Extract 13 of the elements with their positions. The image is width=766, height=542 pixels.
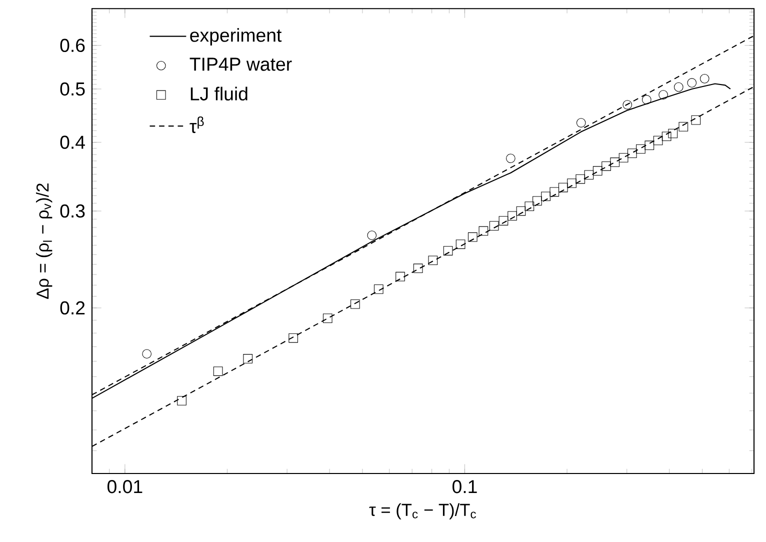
x-tick-label: 0.01 [107,480,142,494]
y-tick-label: 0.3 [60,204,85,218]
legend-label: LJ fluid [190,86,248,100]
legend-label: τ$^{β}$ [190,116,204,134]
y-tick-label: 0.6 [60,38,85,52]
y-tick-label: 0.2 [60,301,85,315]
y-tick-label: 0.4 [60,136,85,149]
legend-label: experiment [190,28,282,46]
legend-label: TIP4P water [190,58,292,71]
y-tick-label: 0.5 [60,82,85,96]
y-axis-title: Δρ = (ρ$_{l}$ − ρ$_{v}$)/2 [36,184,52,299]
x-tick-label: 0.1 [452,480,477,494]
x-axis-title: τ = (T$_{c}$ − T)/T$_{c}$ [369,503,476,520]
